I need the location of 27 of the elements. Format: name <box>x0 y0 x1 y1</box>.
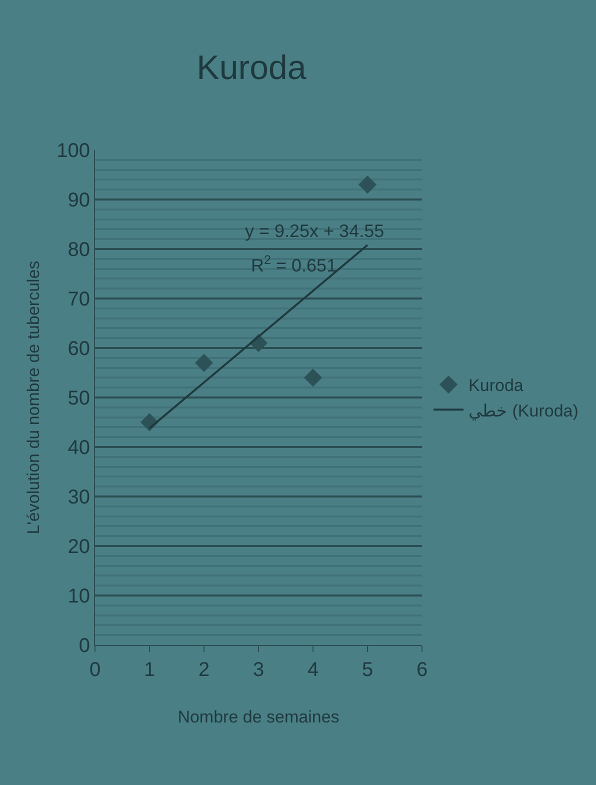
x-tick-label: 5 <box>362 659 374 681</box>
y-tick-label: 20 <box>68 536 90 558</box>
x-tick-label: 3 <box>252 659 264 681</box>
legend-label: خطي (Kuroda) <box>468 401 578 420</box>
y-tick-label: 50 <box>68 388 90 410</box>
chart-title: Kuroda <box>196 48 306 87</box>
point <box>304 368 322 387</box>
y-tick-label: 60 <box>68 338 90 360</box>
y-tick-label: 70 <box>68 288 90 310</box>
y-tick-label: 10 <box>68 586 90 608</box>
x-tick-label: 4 <box>307 659 319 681</box>
x-tick-label: 1 <box>144 659 156 681</box>
x-tick-label: 2 <box>198 659 210 681</box>
x-axis-title: Nombre de semaines <box>178 707 340 726</box>
annotation: R$^{2}$ = 0.651 <box>251 253 337 276</box>
point <box>194 354 214 372</box>
y-tick-label: 100 <box>56 140 90 162</box>
y-tick-label: 0 <box>78 635 90 657</box>
point <box>358 176 377 194</box>
x-tick-label: 6 <box>416 659 428 681</box>
y-axis-title: L'évolution du nombre de tubercules <box>24 260 44 534</box>
y-tick-label: 30 <box>68 486 90 508</box>
y-tick-label: 80 <box>68 239 90 261</box>
legend-label: Kuroda <box>468 376 524 396</box>
annotation: y = 9.25x + 34.55 <box>245 221 384 241</box>
y-tick-label: 40 <box>68 437 90 459</box>
y-tick-label: 90 <box>68 190 90 212</box>
